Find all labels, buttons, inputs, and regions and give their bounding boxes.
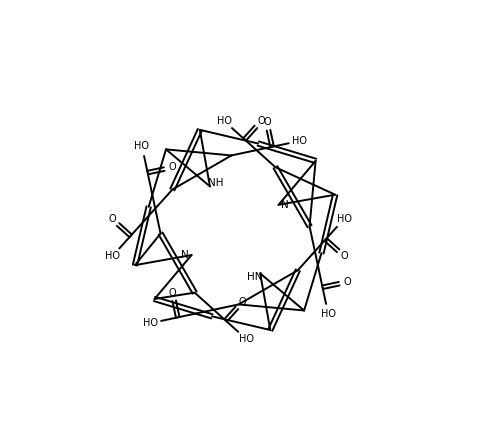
Text: HO: HO — [217, 116, 232, 126]
Text: O: O — [108, 214, 116, 224]
Text: HO: HO — [337, 214, 351, 224]
Text: O: O — [341, 251, 348, 261]
Text: O: O — [169, 162, 176, 172]
Text: O: O — [239, 297, 246, 307]
Text: O: O — [169, 288, 176, 298]
Text: O: O — [343, 277, 351, 287]
Text: HN: HN — [247, 272, 262, 282]
Text: HO: HO — [143, 318, 158, 328]
Text: NH: NH — [208, 178, 223, 187]
Text: N: N — [281, 200, 289, 210]
Text: O: O — [258, 116, 265, 126]
Text: HO: HO — [134, 141, 149, 151]
Text: HO: HO — [239, 334, 253, 344]
Text: HO: HO — [105, 251, 120, 261]
Text: HO: HO — [292, 136, 307, 146]
Text: O: O — [263, 117, 270, 127]
Text: HO: HO — [321, 309, 336, 319]
Text: N: N — [181, 250, 189, 260]
